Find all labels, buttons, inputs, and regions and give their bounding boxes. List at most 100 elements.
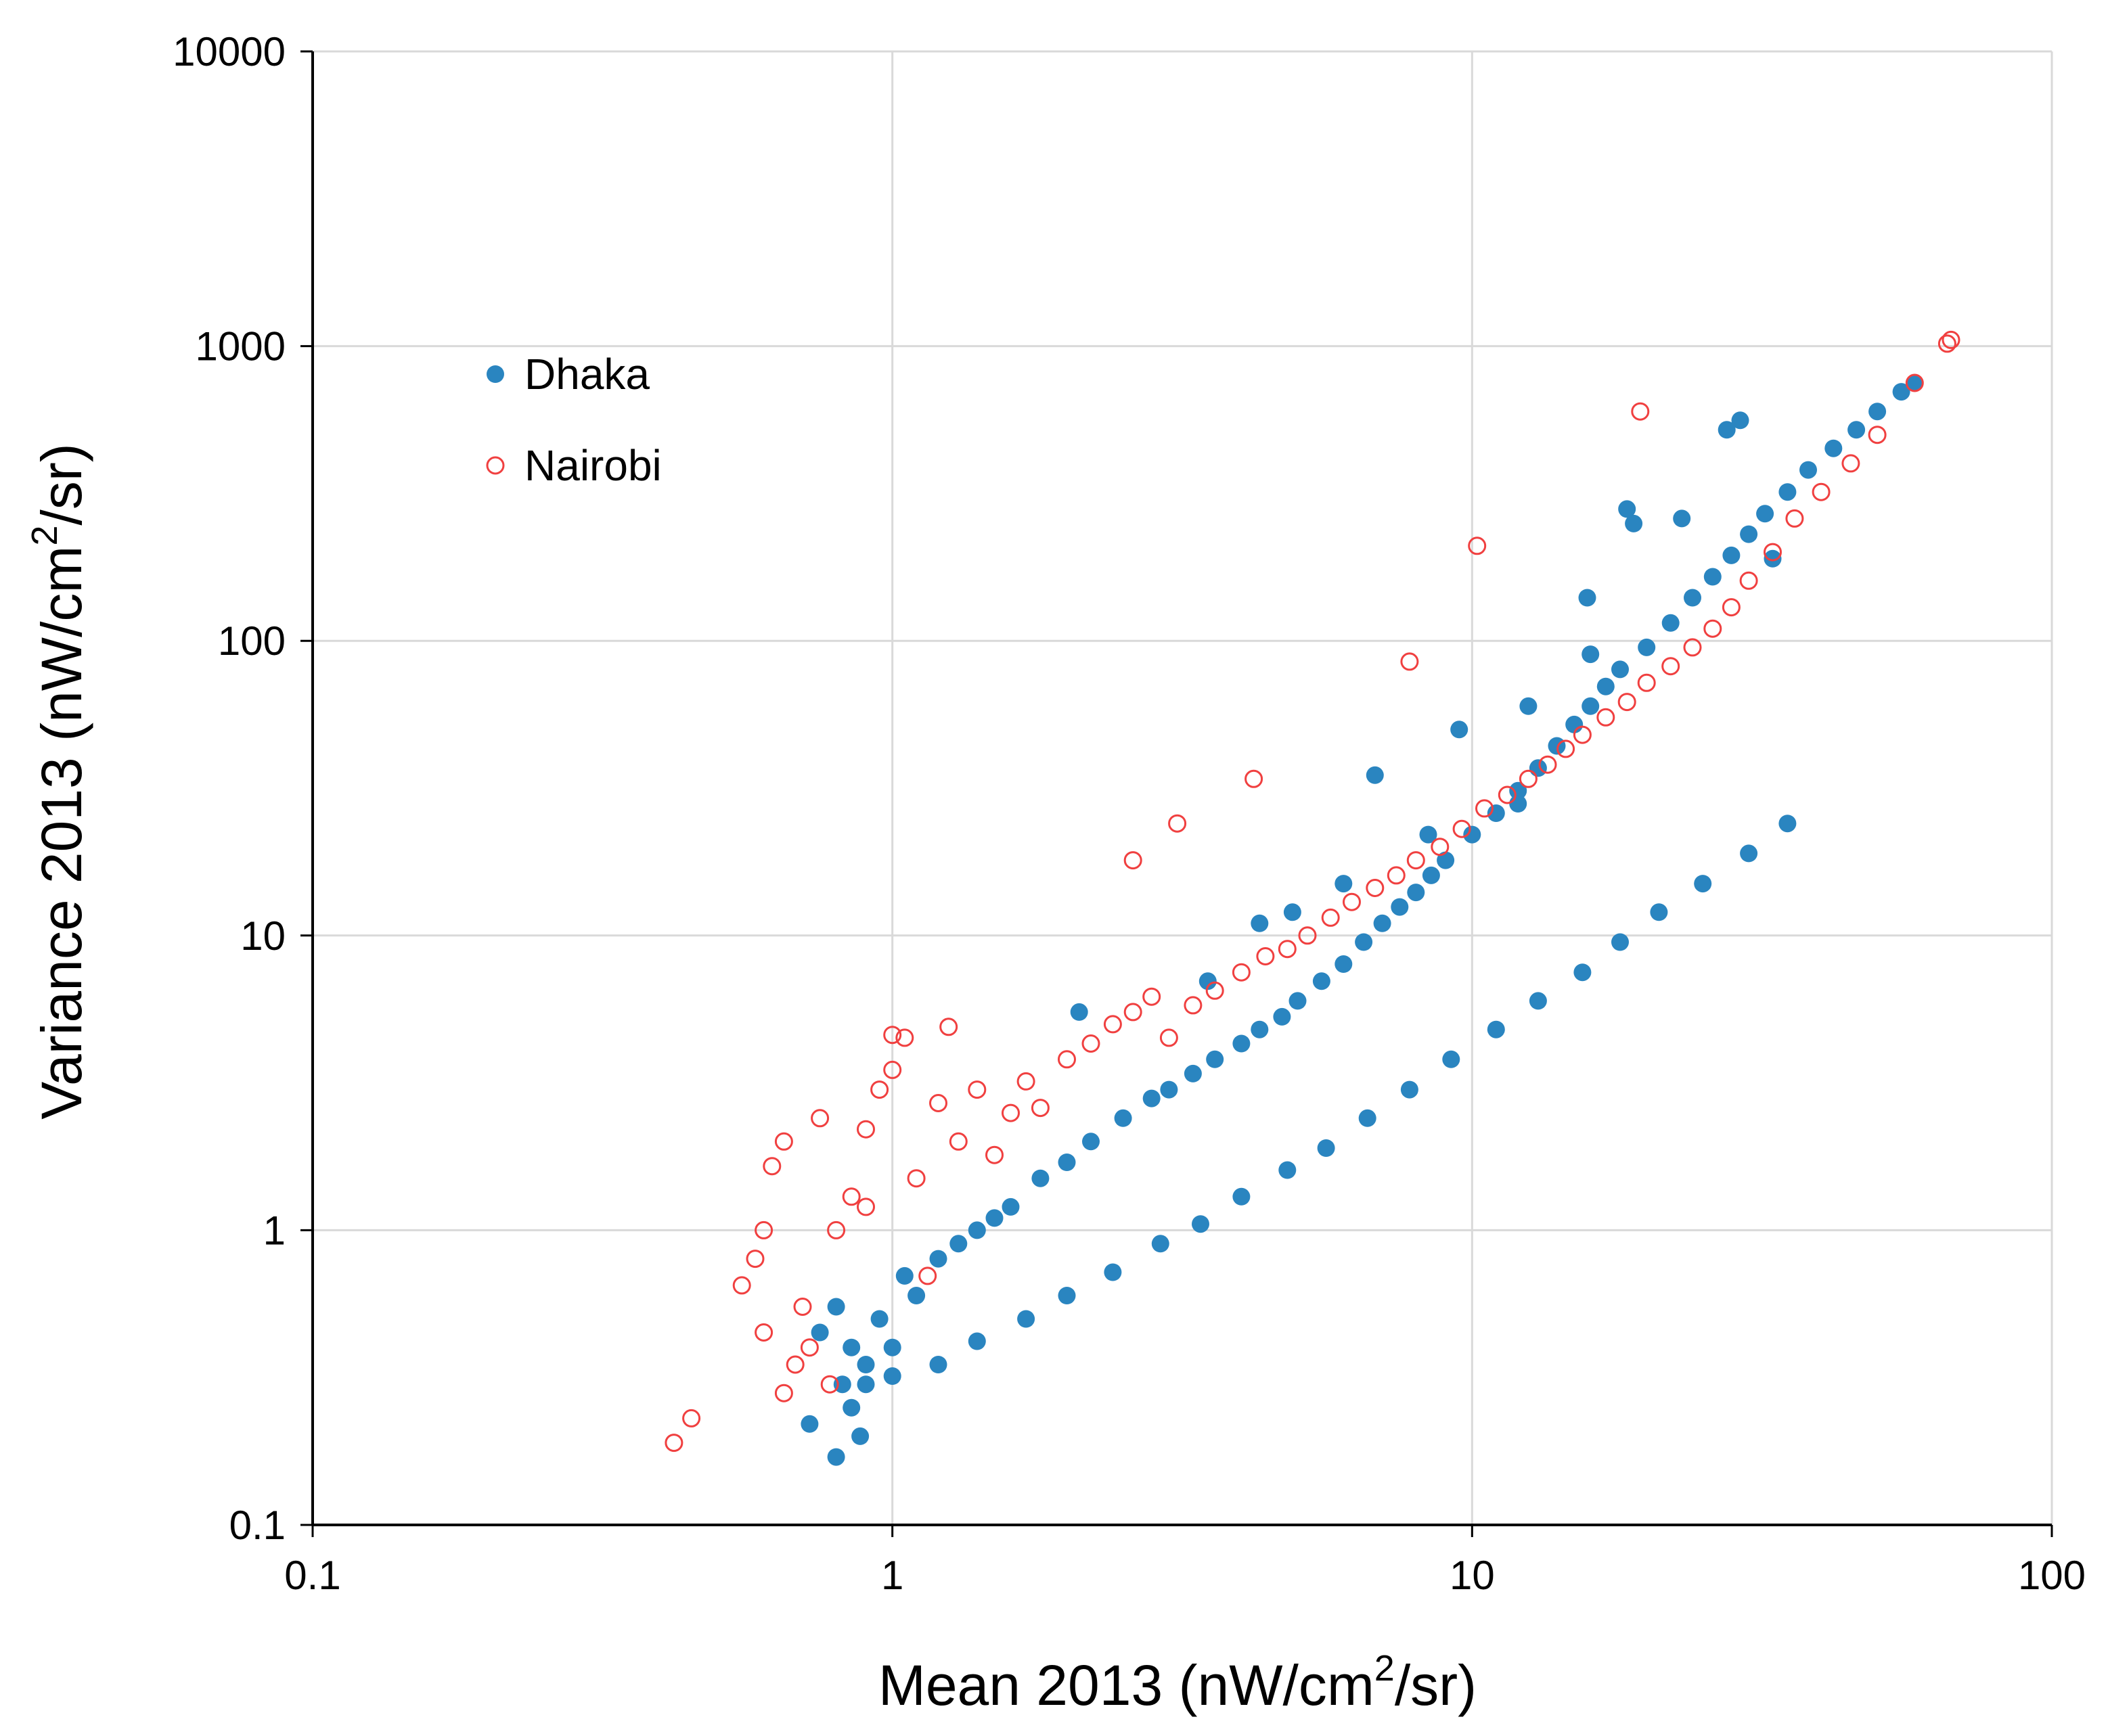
nairobi-point [1452, 819, 1471, 838]
nairobi-point [1942, 330, 1960, 349]
dhaka-point [1582, 697, 1600, 715]
nairobi-point [1868, 426, 1887, 444]
dhaka-point [985, 1209, 1004, 1227]
axes [300, 50, 2053, 1537]
x-tick-label: 0.1 [284, 1553, 340, 1598]
nairobi-point [1637, 673, 1656, 692]
dhaka-point [929, 1250, 947, 1268]
y-axis-title-main: Variance 2013 (nW/cm [30, 546, 93, 1120]
dhaka-point [1335, 875, 1353, 893]
dhaka-point [1650, 903, 1668, 921]
dhaka-point [1151, 1235, 1169, 1253]
nairobi-point [1519, 769, 1538, 788]
nairobi-point [1321, 908, 1340, 927]
nairobi-point [1298, 926, 1317, 945]
dhaka-point [1407, 884, 1425, 902]
nairobi-point [1538, 755, 1557, 774]
nairobi-point [1785, 509, 1804, 528]
nairobi-point [1058, 1050, 1076, 1069]
nairobi-point [1556, 739, 1575, 758]
dhaka-point [1058, 1153, 1076, 1171]
y-tick-label: 1 [263, 1208, 286, 1253]
nairobi-point [1387, 866, 1406, 885]
nairobi-point [1278, 940, 1297, 959]
nairobi-point [1764, 543, 1782, 562]
dhaka-point [1611, 660, 1629, 679]
nairobi-point [755, 1323, 773, 1342]
dhaka-point [1358, 1109, 1376, 1127]
series-dhaka [801, 374, 1924, 1466]
nairobi-point [968, 1080, 987, 1099]
y-tick-label: 0.1 [229, 1503, 286, 1548]
nairobi-point [870, 1080, 889, 1099]
nairobi-point [1468, 536, 1487, 555]
x-axis-title: Mean 2013 (nW/cm2/sr) [878, 1648, 1477, 1717]
dhaka-point [1625, 514, 1643, 532]
nairobi-point [1400, 652, 1419, 671]
legend-marker-nairobi [486, 456, 505, 475]
nairobi-point [857, 1197, 875, 1216]
nairobi-point [682, 1409, 701, 1427]
dhaka-point [811, 1323, 829, 1342]
x-axis-title-main: Mean 2013 (nW/cm [878, 1653, 1374, 1717]
dhaka-point [1114, 1109, 1132, 1127]
nairobi-point [746, 1250, 765, 1269]
dhaka-point [949, 1235, 968, 1253]
dhaka-point [1082, 1133, 1100, 1151]
dhaka-point [1824, 439, 1843, 457]
dhaka-point [1673, 509, 1691, 528]
dhaka-point [1740, 525, 1758, 543]
dhaka-point [1529, 759, 1547, 777]
dhaka-point [1740, 844, 1758, 863]
dhaka-point [1002, 1197, 1020, 1216]
nairobi-point [1631, 402, 1650, 421]
dhaka-point [1618, 500, 1636, 518]
dhaka-point [1442, 1050, 1460, 1068]
dhaka-point [1799, 461, 1817, 479]
nairobi-point [1596, 708, 1615, 727]
dhaka-point [1422, 866, 1440, 884]
nairobi-point [1002, 1103, 1020, 1122]
dhaka-point [857, 1356, 875, 1373]
nairobi-point [1431, 838, 1450, 856]
nairobi-point [793, 1298, 812, 1316]
dhaka-point [1283, 903, 1301, 921]
dhaka-point [857, 1375, 875, 1394]
nairobi-point [1739, 571, 1758, 590]
dhaka-point [1611, 933, 1629, 951]
y-tick-label: 1000 [196, 324, 286, 369]
dhaka-point [1868, 403, 1887, 421]
dhaka-point [929, 1356, 947, 1373]
series-nairobi [665, 330, 1960, 1453]
dhaka-point [1578, 589, 1596, 607]
nairobi-point [1937, 334, 1956, 353]
nairobi-point [1841, 454, 1860, 473]
legend: Dhaka Nairobi [486, 350, 662, 490]
dhaka-point [1017, 1310, 1035, 1328]
dhaka-point [1251, 914, 1269, 932]
nairobi-point [1168, 814, 1187, 833]
nairobi-point [1683, 638, 1702, 657]
dhaka-point [1400, 1080, 1418, 1099]
data-points [665, 330, 1960, 1466]
nairobi-point [665, 1434, 683, 1453]
x-axis-title-superscript: 2 [1374, 1648, 1395, 1689]
nairobi-point [1244, 769, 1263, 788]
nairobi-point [774, 1384, 793, 1402]
dhaka-point [1847, 421, 1866, 439]
dhaka-point [1160, 1080, 1178, 1099]
nairobi-point [929, 1094, 947, 1112]
nairobi-point [1103, 1015, 1122, 1034]
legend-label-nairobi: Nairobi [524, 441, 662, 490]
dhaka-point [1661, 614, 1680, 632]
dhaka-point [883, 1367, 901, 1385]
nairobi-point [907, 1169, 926, 1188]
nairobi-point [883, 1060, 902, 1079]
nairobi-point [1016, 1072, 1035, 1091]
dhaka-point [1232, 1187, 1251, 1206]
nairobi-point [1142, 987, 1161, 1006]
nairobi-point [820, 1375, 839, 1394]
dhaka-point [1437, 851, 1455, 869]
dhaka-point [1070, 1003, 1088, 1021]
